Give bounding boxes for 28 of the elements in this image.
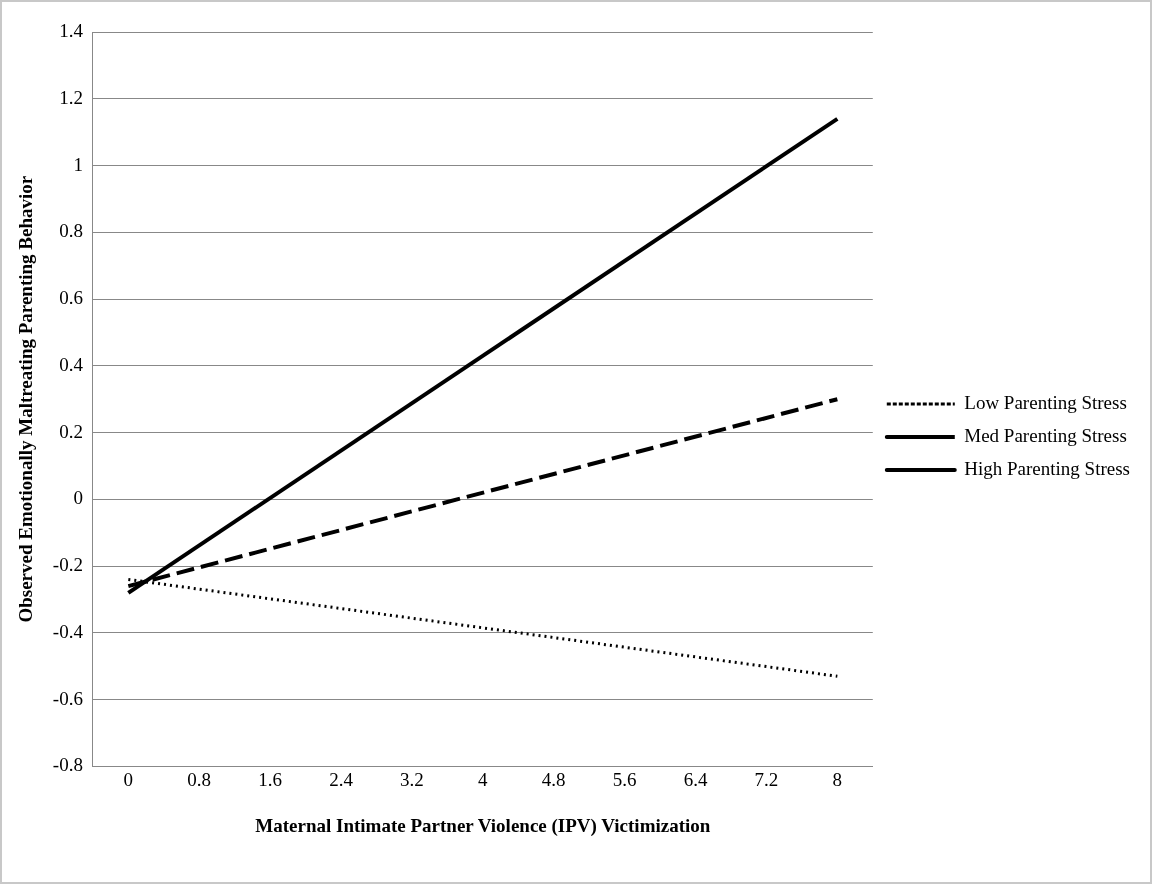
x-tick-label: 8: [832, 768, 843, 790]
x-tick-label: 4: [478, 768, 489, 790]
y-tick-label: 1: [73, 153, 83, 175]
x-tick-label: 2.4: [329, 768, 354, 790]
y-tick-label: 1.2: [59, 86, 83, 108]
x-tick-label: 5.6: [612, 768, 637, 790]
y-tick-label: -0.2: [52, 554, 83, 576]
y-tick-label: 0.8: [59, 220, 83, 242]
x-tick-label: 4.8: [541, 768, 566, 790]
x-tick-label: 7.2: [754, 768, 779, 790]
x-axis-title: Maternal Intimate Partner Violence (IPV) Victimization: [255, 814, 711, 837]
y-axis-title: Observed Emotionally Maltreating Parenting Behavior: [15, 175, 37, 623]
x-tick-label: 0: [123, 768, 134, 790]
y-tick-label: 0.4: [59, 353, 84, 375]
x-tick-label: 3.2: [400, 768, 424, 790]
y-tick-label: 0.6: [59, 287, 83, 309]
y-tick-label: 0: [73, 487, 83, 509]
x-tick-label: 6.4: [683, 768, 708, 790]
x-tick-label: 1.6: [258, 768, 282, 790]
legend-label: Low Parenting Stress: [964, 391, 1127, 413]
x-tick-label: 0.8: [187, 768, 212, 790]
y-tick-label: -0.4: [52, 620, 84, 642]
y-tick-label: 0.2: [59, 420, 83, 442]
y-tick-label: 1.4: [59, 19, 84, 41]
legend-label: High Parenting Stress: [964, 457, 1131, 479]
legend-label: Med Parenting Stress: [964, 424, 1127, 446]
y-tick-label: -0.6: [52, 687, 83, 709]
y-tick-label: -0.8: [52, 754, 83, 776]
